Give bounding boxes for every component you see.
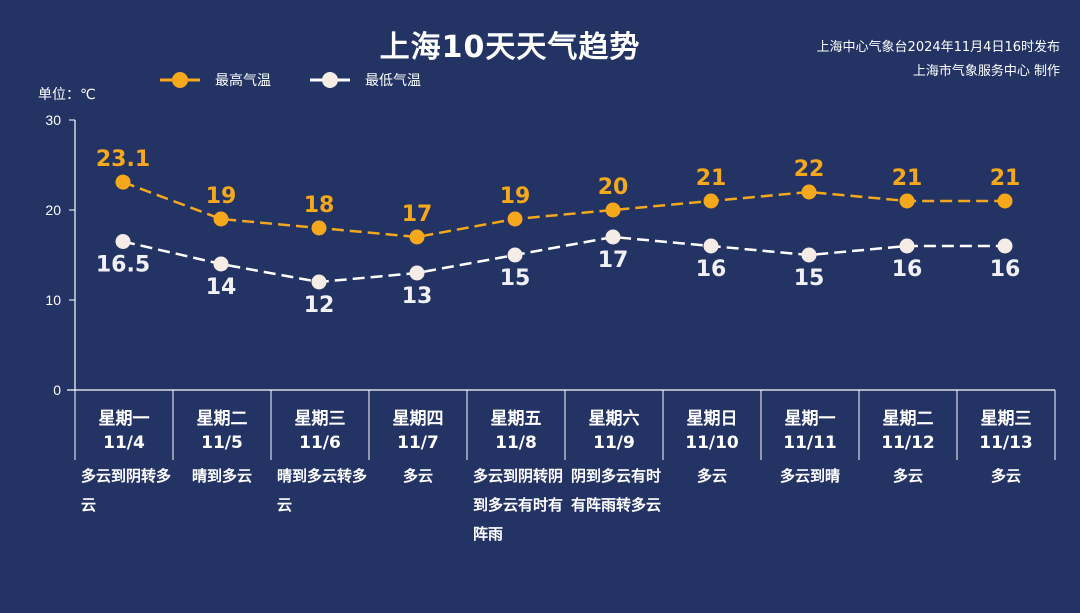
day-date: 11/12 — [881, 433, 935, 453]
data-label: 18 — [304, 193, 335, 218]
legend-low-marker-icon — [310, 72, 350, 88]
day-weekday: 星期五 — [490, 409, 542, 429]
series-line-low — [122, 235, 1005, 284]
y-tick-label: 10 — [45, 292, 61, 308]
y-tick-label: 0 — [53, 382, 61, 398]
data-label: 20 — [598, 175, 629, 200]
data-label: 19 — [206, 184, 237, 209]
data-point — [115, 234, 131, 249]
data-point — [605, 202, 621, 218]
day-date: 11/9 — [593, 433, 635, 453]
day-date: 11/13 — [979, 433, 1033, 453]
data-point — [703, 193, 719, 209]
day-date: 11/8 — [495, 433, 537, 453]
data-label: 14 — [206, 275, 237, 300]
data-point — [997, 238, 1013, 254]
data-point — [311, 220, 327, 236]
day-weather: 多云 — [696, 467, 727, 485]
day-date: 11/6 — [299, 433, 341, 453]
chart-title: 上海10天天气趋势 — [379, 30, 641, 65]
data-point — [899, 238, 915, 254]
data-label: 12 — [304, 293, 335, 318]
day-weekday: 星期三 — [294, 409, 346, 429]
day-weather: 阴到多云有时有阵雨转多云 — [571, 467, 662, 514]
data-point — [703, 238, 719, 254]
day-weekday: 星期二 — [882, 409, 934, 429]
day-weather: 晴到多云 — [191, 467, 252, 485]
y-tick-label: 20 — [45, 202, 61, 218]
data-point — [115, 174, 131, 190]
source-line-1: 上海中心气象台2024年11月4日16时发布 — [816, 40, 1060, 55]
data-point — [409, 265, 425, 281]
day-date: 11/11 — [783, 433, 837, 453]
data-point — [801, 247, 817, 263]
legend-low[interactable]: 最低气温 — [310, 70, 421, 90]
data-label: 21 — [696, 166, 727, 191]
data-label: 16 — [696, 257, 727, 282]
data-point — [997, 193, 1013, 209]
day-weather: 多云 — [892, 467, 923, 485]
day-weekday: 星期三 — [980, 409, 1032, 429]
data-label: 21 — [990, 166, 1021, 191]
data-point — [507, 211, 523, 227]
day-weather: 多云到阴转阴到多云有时有阵雨 — [473, 467, 564, 543]
data-label: 16 — [892, 257, 923, 282]
data-label: 16.5 — [96, 253, 150, 278]
data-point — [311, 274, 327, 290]
unit-label: 单位：℃ — [38, 87, 96, 103]
legend-high-label: 最高气温 — [215, 73, 271, 89]
data-label: 17 — [598, 248, 629, 273]
legend-high-marker-icon — [160, 72, 200, 88]
day-weekday: 星期日 — [686, 409, 738, 429]
data-label: 23.1 — [96, 147, 150, 172]
day-weekday: 星期四 — [392, 409, 444, 429]
data-label: 13 — [402, 284, 433, 309]
data-point — [213, 211, 229, 227]
day-date: 11/7 — [397, 433, 439, 453]
data-point — [801, 184, 817, 200]
data-point — [213, 256, 229, 272]
data-label: 22 — [794, 157, 825, 182]
day-weather: 多云 — [990, 467, 1021, 485]
legend-low-label: 最低气温 — [365, 73, 421, 89]
y-tick-label: 30 — [45, 112, 61, 128]
data-point — [409, 229, 425, 245]
data-point — [899, 193, 915, 209]
data-point — [507, 247, 523, 263]
day-weekday: 星期一 — [98, 409, 150, 429]
series-line-high — [122, 180, 1005, 239]
data-label: 15 — [794, 266, 825, 291]
legend-high[interactable]: 最高气温 — [160, 70, 271, 90]
day-weather: 多云到阴转多云 — [81, 467, 172, 514]
day-weekday: 星期一 — [784, 409, 836, 429]
source-line-2: 上海市气象服务中心 制作 — [912, 64, 1060, 79]
day-weather: 多云 — [402, 467, 433, 485]
day-weather: 多云到晴 — [779, 467, 840, 485]
day-date: 11/4 — [103, 433, 145, 453]
data-label: 17 — [402, 202, 433, 227]
day-weekday: 星期六 — [588, 409, 640, 429]
data-point — [605, 229, 621, 245]
data-label: 15 — [500, 266, 531, 291]
day-weekday: 星期二 — [196, 409, 248, 429]
day-date: 11/10 — [685, 433, 739, 453]
data-label: 21 — [892, 166, 923, 191]
data-label: 19 — [500, 184, 531, 209]
day-date: 11/5 — [201, 433, 243, 453]
day-weather: 晴到多云转多云 — [277, 467, 368, 514]
data-label: 16 — [990, 257, 1021, 282]
